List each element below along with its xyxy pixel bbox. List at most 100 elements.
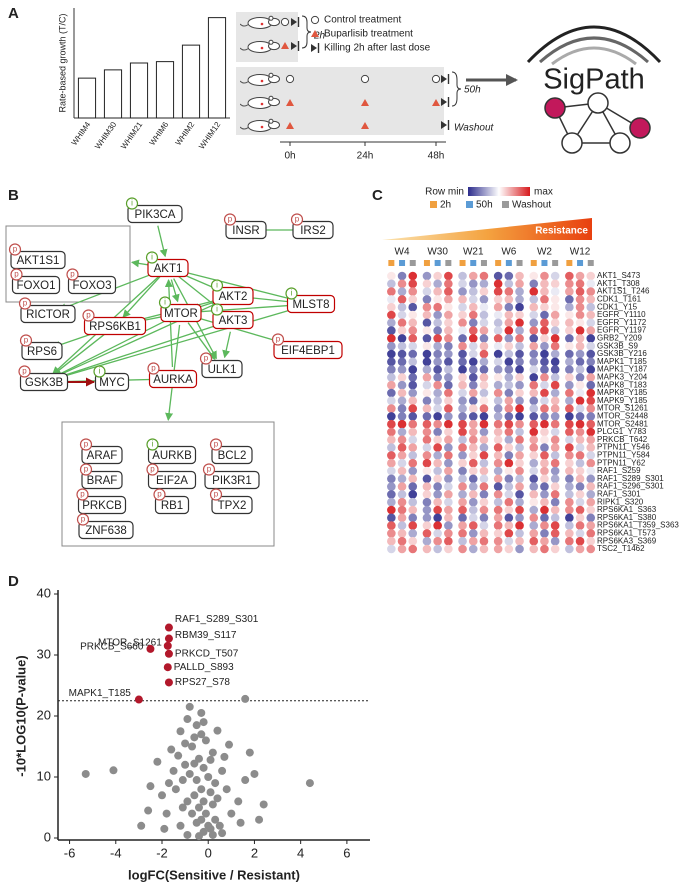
node-badge	[209, 438, 223, 451]
point	[160, 824, 169, 833]
heatmap-cell	[408, 505, 418, 515]
heatmap-cell	[540, 302, 549, 312]
heatmap-cell	[540, 513, 549, 523]
x-tick-label: WHIM21	[119, 120, 145, 151]
node-label: RICTOR	[26, 309, 70, 321]
heatmap-cell	[387, 334, 396, 343]
y-tick-label: 0	[44, 829, 51, 844]
column-condition	[445, 260, 452, 266]
heatmap-cell	[458, 419, 467, 429]
heatmap-cell	[444, 404, 453, 413]
badge-label: i	[152, 440, 154, 449]
heatmap-cell	[493, 373, 503, 382]
heatmap-cell	[575, 365, 585, 374]
heatmap-cell	[433, 451, 442, 460]
heatmap-cell	[575, 497, 585, 507]
heatmap-cell	[468, 310, 478, 320]
heatmap-cell	[422, 443, 432, 452]
heatmap-cell	[433, 271, 442, 281]
heatmap-cell	[397, 435, 407, 445]
heatmap-cell	[575, 513, 585, 523]
row-label: RPS6KA1_S380	[597, 513, 657, 522]
control-symbol	[280, 17, 290, 27]
heatmap-cell	[444, 482, 453, 491]
node-badge	[66, 268, 79, 281]
heatmap-cell	[565, 388, 574, 398]
heatmap-cell	[515, 435, 524, 445]
heatmap-cell	[479, 271, 489, 281]
heatmap-cell	[575, 287, 585, 296]
heatmap-cell	[479, 326, 489, 335]
point	[218, 766, 227, 775]
heatmap-cell	[468, 497, 478, 507]
heatmap-cell	[433, 341, 442, 351]
heatmap-cell	[493, 412, 503, 421]
heatmap-cell	[540, 373, 549, 382]
point	[164, 649, 173, 658]
node-box	[286, 294, 336, 314]
point	[163, 663, 172, 672]
node-box	[10, 250, 66, 270]
heatmap-cell	[586, 310, 596, 320]
heatmap-cell	[408, 513, 418, 523]
row-label: MAPK8_Y185	[597, 388, 648, 397]
point	[211, 815, 220, 824]
heatmap-cell	[444, 295, 453, 304]
point	[171, 785, 180, 794]
heatmap-cell	[422, 388, 432, 398]
heatmap-cell	[468, 365, 478, 374]
point	[241, 776, 250, 785]
point	[197, 708, 206, 717]
heatmap-cell	[586, 536, 596, 546]
heatmap-cell	[493, 318, 503, 328]
heatmap-cell	[468, 521, 478, 530]
heatmap-cell	[575, 474, 585, 484]
node-label: BRAF	[87, 475, 118, 487]
point	[197, 785, 206, 794]
heatmap-cell	[397, 443, 407, 452]
node-badge	[158, 296, 172, 309]
heatmap-cell	[458, 349, 467, 359]
heatmap-cell	[575, 302, 585, 312]
heatmap-cell	[565, 544, 574, 554]
heatmap-cell	[397, 529, 407, 538]
heatmap-cell	[433, 521, 442, 530]
point	[134, 695, 143, 704]
heatmap-cell	[550, 513, 560, 523]
heatmap-cell	[458, 271, 467, 281]
heatmap-cell	[540, 451, 549, 460]
heatmap-cell	[408, 287, 418, 296]
heatmap-cell	[444, 357, 453, 367]
heatmap-cell	[408, 521, 418, 530]
heatmap-cell	[408, 474, 418, 484]
heatmap-cell	[422, 529, 432, 538]
heatmap-cell	[458, 458, 467, 468]
heatmap-cell	[493, 404, 503, 413]
heatmap-cell	[422, 373, 432, 382]
point	[213, 726, 222, 735]
heatmap-cell	[504, 388, 514, 398]
heatmap-cell	[586, 427, 596, 437]
point	[185, 769, 194, 778]
heatmap-cell	[493, 326, 503, 335]
row-label: RAF1_S289_S301	[597, 474, 664, 483]
condition-swatch	[466, 201, 473, 208]
point	[305, 779, 314, 788]
heatmap-cell	[515, 310, 524, 320]
heatmap-cell	[575, 271, 585, 281]
heatmap-cell	[550, 373, 560, 382]
heatmap-cell	[493, 310, 503, 320]
heatmap-cell	[550, 404, 560, 413]
heatmap-cell	[422, 302, 432, 312]
heatmap-cell	[540, 521, 549, 530]
heatmap-cell	[422, 310, 432, 320]
heatmap-cell	[575, 529, 585, 538]
bar	[103, 69, 123, 119]
point-label: PRKCB_S660	[80, 642, 144, 653]
heatmap-cell	[586, 396, 596, 406]
node-badge	[209, 488, 223, 501]
heatmap-cell	[444, 412, 453, 421]
